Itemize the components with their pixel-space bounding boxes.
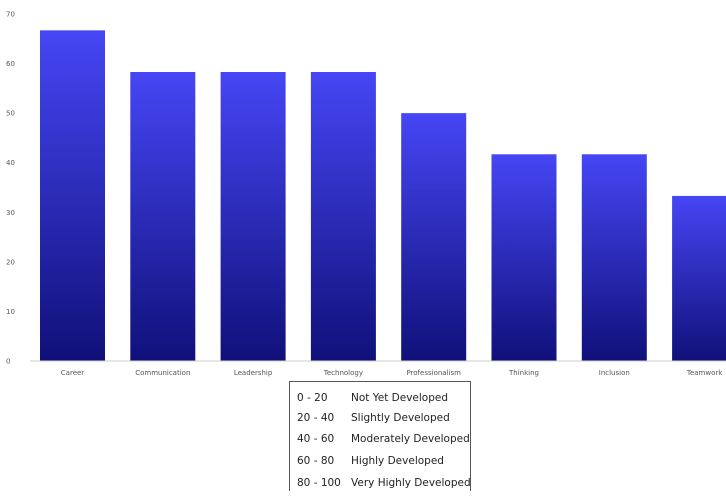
x-category-label: Leadership xyxy=(234,369,273,377)
legend-label: Moderately Developed xyxy=(351,433,470,445)
legend-label: Very Highly Developed xyxy=(351,477,471,489)
x-category-label: Inclusion xyxy=(599,369,630,377)
y-tick-label: 10 xyxy=(6,308,15,316)
legend-range: 40 - 60 xyxy=(297,433,335,445)
legend-range: 60 - 80 xyxy=(297,455,335,467)
legend-row: 80 - 100 Very Highly Developed xyxy=(290,477,471,497)
legend-row: 20 - 40 Slightly Developed xyxy=(290,412,470,432)
legend-row: 0 - 20 Not Yet Developed xyxy=(290,392,470,412)
bar-teamwork xyxy=(672,195,726,361)
legend-row: 60 - 80 Highly Developed xyxy=(290,455,470,475)
y-tick-label: 70 xyxy=(6,11,15,19)
y-tick-label: 20 xyxy=(6,258,15,266)
x-category-label: Communication xyxy=(135,369,190,377)
bar-communication xyxy=(130,71,196,362)
legend-label: Highly Developed xyxy=(351,455,444,467)
x-category-label: Professionalism xyxy=(406,369,461,377)
bar-technology xyxy=(310,71,376,362)
legend-range: 80 - 100 xyxy=(297,477,341,489)
x-category-label: Teamwork xyxy=(686,369,723,377)
bar-professionalism xyxy=(401,113,467,362)
y-tick-label: 40 xyxy=(6,159,15,167)
legend-range: 0 - 20 xyxy=(297,392,328,404)
legend-table: 0 - 20 Not Yet Developed 20 - 40 Slightl… xyxy=(289,381,471,491)
x-category-label: Thinking xyxy=(508,369,539,377)
bar-chart: 0 10 20 30 40 50 60 70 Career Communication Leade… xyxy=(6,11,726,377)
bar-thinking xyxy=(491,154,557,361)
legend-range: 20 - 40 xyxy=(297,412,335,424)
y-tick-label: 0 xyxy=(6,358,10,366)
bar-leadership xyxy=(220,71,286,362)
legend-label: Not Yet Developed xyxy=(351,392,449,404)
legend-label: Slightly Developed xyxy=(351,412,450,424)
x-category-label: Technology xyxy=(323,369,363,377)
y-tick-label: 30 xyxy=(6,209,15,217)
legend-row: 40 - 60 Moderately Developed xyxy=(290,433,470,453)
x-category-label: Career xyxy=(61,369,85,377)
bar-inclusion xyxy=(581,154,647,361)
y-tick-label: 60 xyxy=(6,60,15,68)
bar-career xyxy=(40,30,105,361)
y-tick-label: 50 xyxy=(6,110,15,118)
